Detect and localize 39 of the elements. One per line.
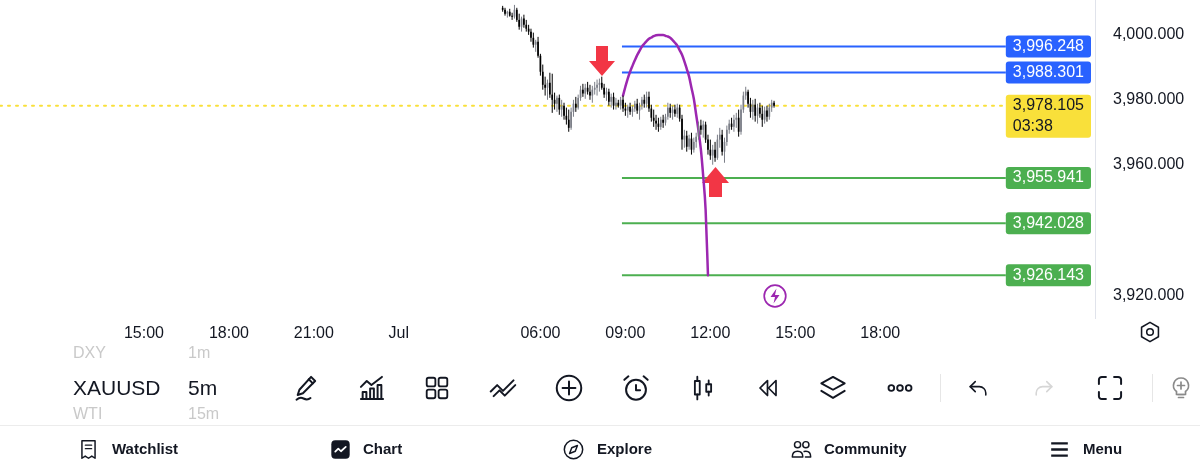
text: Menu (1083, 440, 1123, 458)
x-tick-label: 18:00 (860, 324, 901, 342)
text: Chart (363, 440, 403, 458)
x-tick-label: 06:00 (520, 324, 561, 342)
y-tick-label: 3,920.000 (1113, 285, 1185, 303)
x-tick-label: 15:00 (775, 324, 816, 342)
candlestick (700, 119, 702, 136)
y-tick-label: 3,960.000 (1113, 155, 1185, 173)
annotation: 03:38 (1012, 117, 1053, 135)
ref-line-label: 3,926.143 (1012, 265, 1085, 283)
x-tick-label: 12:00 (690, 324, 731, 342)
ref-line-label: 3,955.941 (1012, 168, 1085, 186)
text: Community (824, 440, 907, 458)
candlestick (688, 134, 690, 151)
x-tick-label: 18:00 (208, 324, 250, 342)
text: Explore (597, 440, 653, 458)
candlestick (709, 139, 712, 161)
candlestick (589, 84, 591, 101)
line-series (621, 33, 710, 277)
ref-line-label: 3,988.301 (1012, 62, 1085, 80)
x-tick-label: 21:00 (293, 324, 334, 342)
candlestick (523, 14, 525, 29)
candlestick (511, 12, 513, 21)
text: 5m (188, 375, 218, 401)
candlestick (711, 144, 714, 166)
text: Watchlist (112, 440, 179, 458)
ref-line-label: 3,942.028 (1012, 213, 1085, 231)
ref-line-label: 3,996.248 (1012, 36, 1085, 54)
candlestick (556, 95, 558, 113)
x-tick-label: Jul (388, 324, 410, 342)
x-tick-label: 15:00 (123, 324, 165, 342)
candlestick (714, 141, 716, 163)
candlestick (563, 102, 565, 121)
text: XAUUSD (73, 375, 161, 401)
candlestick (773, 100, 775, 109)
ref-line-label: 3,978.105 (1012, 96, 1085, 114)
y-tick-label: 3,980.000 (1113, 89, 1185, 107)
y-tick-label: 4,000.000 (1113, 24, 1185, 42)
x-tick-label: 09:00 (605, 324, 646, 342)
